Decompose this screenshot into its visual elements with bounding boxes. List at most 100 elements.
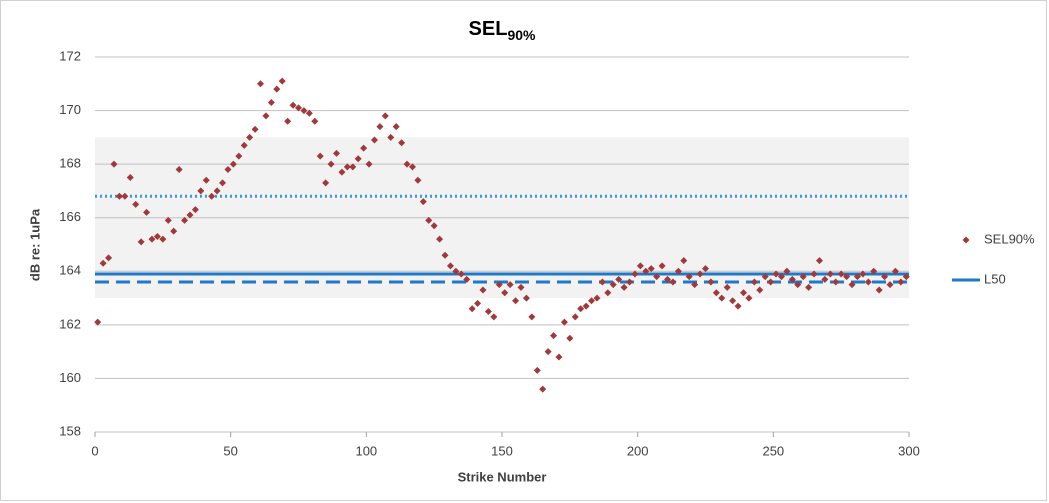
x-tick-label: 200: [627, 443, 649, 458]
data-point: [235, 152, 243, 160]
data-point: [191, 206, 199, 214]
data-point: [799, 273, 807, 281]
data-point: [446, 262, 454, 270]
data-point: [598, 278, 606, 286]
data-point: [284, 117, 292, 125]
data-point: [669, 278, 677, 286]
data-point: [848, 281, 856, 289]
data-point: [273, 85, 281, 93]
data-point: [658, 262, 666, 270]
data-point: [490, 313, 498, 321]
data-point: [664, 275, 672, 283]
title-main: SEL: [469, 18, 508, 40]
data-point: [408, 163, 416, 171]
data-point: [94, 318, 102, 326]
data-point: [653, 273, 661, 281]
data-point: [604, 289, 612, 297]
data-point: [577, 305, 585, 313]
data-point: [696, 270, 704, 278]
data-point: [430, 222, 438, 230]
data-point: [859, 270, 867, 278]
data-point: [832, 278, 840, 286]
data-point: [718, 294, 726, 302]
data-point: [153, 232, 161, 240]
data-point: [528, 313, 536, 321]
data-point: [636, 262, 644, 270]
data-point: [441, 251, 449, 259]
data-point: [360, 144, 368, 152]
data-point: [891, 267, 899, 275]
data-point: [240, 141, 248, 149]
data-point: [837, 270, 845, 278]
data-point: [522, 294, 530, 302]
data-point: [316, 152, 324, 160]
data-point: [707, 278, 715, 286]
data-point: [474, 299, 482, 307]
data-point: [392, 123, 400, 131]
data-point: [734, 302, 742, 310]
data-point: [322, 179, 330, 187]
y-tick-label: 158: [59, 423, 81, 438]
data-point: [468, 305, 476, 313]
data-point: [620, 283, 628, 291]
y-tick-label: 170: [59, 102, 81, 117]
title-subscript: 90%: [507, 27, 536, 43]
data-point: [588, 297, 596, 305]
data-point: [132, 200, 140, 208]
data-point: [539, 385, 547, 393]
data-point: [582, 302, 590, 310]
data-point: [544, 348, 552, 356]
data-point: [479, 286, 487, 294]
data-point: [246, 133, 254, 141]
data-point: [571, 313, 579, 321]
data-point: [403, 160, 411, 168]
data-point: [338, 168, 346, 176]
data-point: [821, 275, 829, 283]
data-point: [566, 334, 574, 342]
data-point: [902, 273, 910, 281]
data-point: [354, 155, 362, 163]
x-tick-label: 250: [762, 443, 784, 458]
data-point: [712, 289, 720, 297]
data-point: [512, 297, 520, 305]
data-point: [425, 216, 433, 224]
data-point: [506, 281, 514, 289]
data-point: [419, 198, 427, 206]
x-tick-label: 300: [898, 443, 920, 458]
data-point: [685, 273, 693, 281]
data-point: [305, 109, 313, 117]
data-point: [674, 267, 682, 275]
data-point: [810, 270, 818, 278]
data-point: [110, 160, 118, 168]
data-point: [745, 294, 753, 302]
data-point: [593, 294, 601, 302]
data-point: [159, 235, 167, 243]
data-point: [783, 267, 791, 275]
data-point: [702, 265, 709, 273]
data-point: [626, 278, 634, 286]
data-point: [349, 163, 357, 171]
legend-label: L50: [984, 271, 1006, 286]
data-point: [631, 270, 639, 278]
data-point: [137, 238, 145, 246]
data-point: [853, 273, 861, 281]
data-point: [864, 278, 872, 286]
data-point: [262, 112, 270, 120]
data-point: [164, 216, 172, 224]
data-point: [208, 192, 216, 200]
data-point: [365, 160, 373, 168]
x-tick-label: 0: [91, 443, 98, 458]
data-point: [815, 257, 823, 265]
data-point: [484, 307, 492, 315]
data-point: [311, 117, 319, 125]
data-point: [175, 166, 183, 173]
data-point: [495, 281, 503, 289]
data-point: [387, 133, 395, 141]
data-point: [295, 104, 302, 112]
data-point: [463, 275, 471, 283]
data-point: [202, 176, 210, 184]
data-point: [381, 112, 389, 120]
data-point: [777, 273, 785, 281]
